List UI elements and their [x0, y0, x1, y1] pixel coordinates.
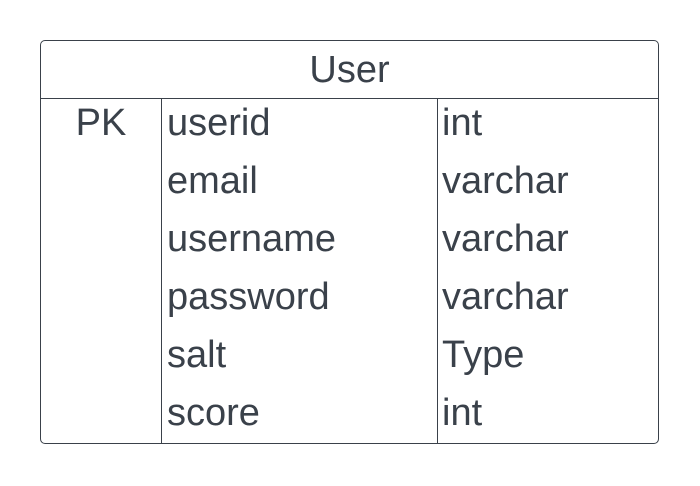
key-column-divider — [161, 99, 162, 443]
attribute-row-username[interactable]: username varchar — [41, 215, 658, 273]
attribute-row-salt[interactable]: salt Type — [41, 331, 658, 389]
attribute-type: varchar — [442, 218, 569, 260]
attribute-name: salt — [167, 334, 227, 376]
attribute-type: varchar — [442, 160, 569, 202]
entity-title: User — [41, 41, 658, 99]
attribute-row-email[interactable]: email varchar — [41, 157, 658, 215]
attribute-name: password — [167, 276, 330, 318]
entity-attribute-list: PK userid int email varchar username var… — [41, 99, 658, 447]
attribute-row-userid[interactable]: PK userid int — [41, 99, 658, 157]
attribute-name: email — [167, 160, 258, 202]
attribute-name: userid — [167, 102, 271, 144]
type-column-divider — [437, 99, 438, 443]
entity-table-user[interactable]: User PK userid int email varchar usernam… — [40, 40, 659, 444]
attribute-type: int — [442, 392, 483, 434]
primary-key-label: PK — [75, 102, 127, 144]
attribute-type: varchar — [442, 276, 569, 318]
attribute-type: int — [442, 102, 483, 144]
attribute-name: username — [167, 218, 336, 260]
attribute-row-password[interactable]: password varchar — [41, 273, 658, 331]
attribute-row-score[interactable]: score int — [41, 389, 658, 447]
attribute-type: Type — [442, 334, 525, 376]
attribute-name: score — [167, 392, 260, 434]
